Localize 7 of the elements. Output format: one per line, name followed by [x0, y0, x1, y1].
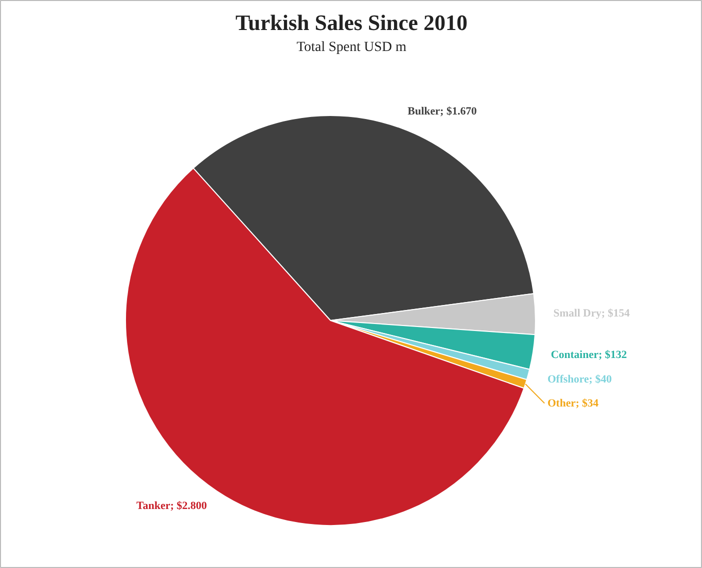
chart-title: Turkish Sales Since 2010 — [235, 10, 468, 35]
slice-label: Bulker; $1.670 — [408, 105, 478, 118]
slice-label: Tanker; $2.800 — [136, 500, 208, 512]
chart-subtitle: Total Spent USD m — [296, 40, 407, 55]
slice-label: Offshore; $40 — [548, 373, 612, 386]
slice-label: Container; $132 — [550, 348, 628, 361]
slice-label: Other; $34 — [548, 397, 600, 410]
